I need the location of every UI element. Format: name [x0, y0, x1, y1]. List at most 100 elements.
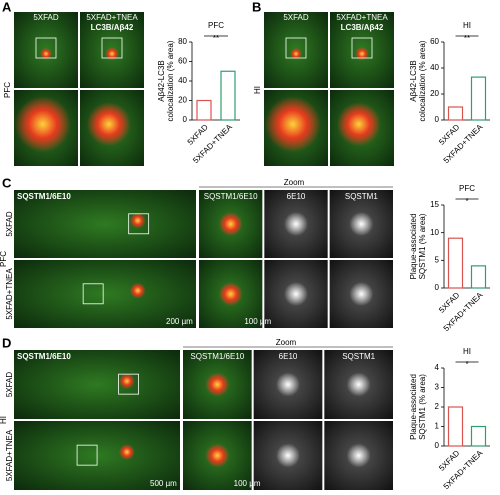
y-axis-label: Aβ42-LC3B [157, 60, 166, 102]
y-tick-label: 10 [430, 228, 439, 237]
label: SQSTM1/6E10 [190, 352, 244, 361]
significance: ** [213, 34, 219, 43]
plaque [276, 372, 300, 397]
y-tick-label: 0 [435, 283, 440, 292]
plaque [349, 282, 374, 306]
inset-box [128, 213, 150, 235]
label: SQSTM1/6E10 [17, 192, 71, 201]
y-tick-label: 40 [430, 63, 439, 72]
micrograph [14, 190, 196, 258]
y-axis-label: colocalization (% area) [166, 40, 175, 121]
label: 5XFAD+TNEA [5, 268, 14, 320]
y-tick-label: 5 [435, 255, 440, 264]
y-tick-label: 20 [178, 96, 187, 105]
y-tick-label: 1 [435, 422, 440, 431]
plaque [346, 443, 371, 468]
inset-box [351, 37, 373, 59]
significance: * [465, 360, 468, 369]
label: SQSTM1/6E10 [204, 192, 258, 201]
label: HI [253, 86, 262, 94]
y-tick-label: 15 [430, 200, 439, 209]
chart-title: HI [463, 21, 471, 30]
y-tick-label: 40 [178, 76, 187, 85]
bar [470, 76, 487, 121]
plaque [290, 47, 302, 60]
bar [447, 237, 464, 289]
chart-title: PFC [208, 21, 224, 30]
inset-box [101, 37, 123, 59]
label: 200 µm [166, 317, 193, 326]
inset-box [285, 37, 307, 59]
plaque [118, 373, 135, 390]
label: PFC [0, 251, 8, 267]
label: SQSTM1 [345, 192, 378, 201]
y-tick-label: 20 [430, 89, 439, 98]
plaque [284, 212, 308, 236]
label: 5XFAD+TNEA [86, 13, 138, 22]
plaque [129, 282, 146, 299]
plaque [40, 47, 52, 60]
bar [196, 99, 212, 121]
plaque [284, 282, 308, 306]
plaque [346, 372, 371, 397]
bar [470, 265, 487, 289]
label: SQSTM1/6E10 [17, 352, 71, 361]
plaque [118, 444, 135, 461]
plaque [276, 443, 300, 468]
plaque [218, 282, 243, 306]
inset-box [76, 444, 98, 466]
bar [447, 406, 464, 447]
label: D [2, 335, 11, 350]
inset-box [35, 37, 57, 59]
label: HI [0, 416, 8, 424]
label: LC3B/Aβ42 [91, 23, 134, 32]
label: 5XFAD [33, 13, 59, 22]
significance: ** [464, 34, 470, 43]
y-axis-label: SQSTM1 (% area) [418, 374, 427, 440]
label: 5XFAD [5, 211, 14, 237]
y-axis-label: Plaque-associated [409, 214, 418, 280]
plaque [355, 46, 369, 61]
plaque [205, 372, 230, 397]
y-tick-label: 80 [178, 37, 187, 46]
plaque [264, 96, 321, 153]
label: 100 µm [244, 317, 271, 326]
bar [220, 70, 236, 121]
plaque [105, 46, 119, 61]
y-tick-label: 0 [435, 115, 440, 124]
micrograph [14, 350, 180, 419]
label: 6E10 [279, 352, 298, 361]
label: Zoom [276, 338, 297, 347]
label: 100 µm [234, 479, 261, 488]
label: 5XFAD [283, 13, 309, 22]
label: 5XFAD+TNEA [336, 13, 388, 22]
plaque [336, 102, 381, 147]
y-tick-label: 2 [435, 402, 440, 411]
label: 6E10 [287, 192, 306, 201]
label: A [2, 0, 12, 14]
label: SQSTM1 [342, 352, 375, 361]
label: PFC [3, 82, 12, 98]
inset-box [82, 283, 104, 305]
plaque [86, 102, 131, 147]
y-axis-label: colocalization (% area) [418, 40, 427, 121]
label: Zoom [284, 178, 305, 187]
significance: * [465, 197, 468, 206]
label: 5XFAD+TNEA [5, 429, 14, 481]
y-tick-label: 4 [435, 363, 440, 372]
bar [470, 425, 487, 447]
inset-box [118, 373, 139, 395]
y-axis-label: SQSTM1 (% area) [418, 213, 427, 279]
y-tick-label: 3 [435, 383, 440, 392]
y-axis-label: Plaque-associated [409, 374, 418, 440]
label: LC3B/Aβ42 [341, 23, 384, 32]
label: B [252, 0, 261, 14]
y-tick-label: 60 [430, 37, 439, 46]
bar [447, 106, 464, 121]
label: 5XFAD [5, 372, 14, 398]
micrograph [14, 260, 196, 328]
plaque [218, 212, 243, 236]
plaque [129, 212, 146, 229]
chart-title: PFC [459, 184, 475, 193]
